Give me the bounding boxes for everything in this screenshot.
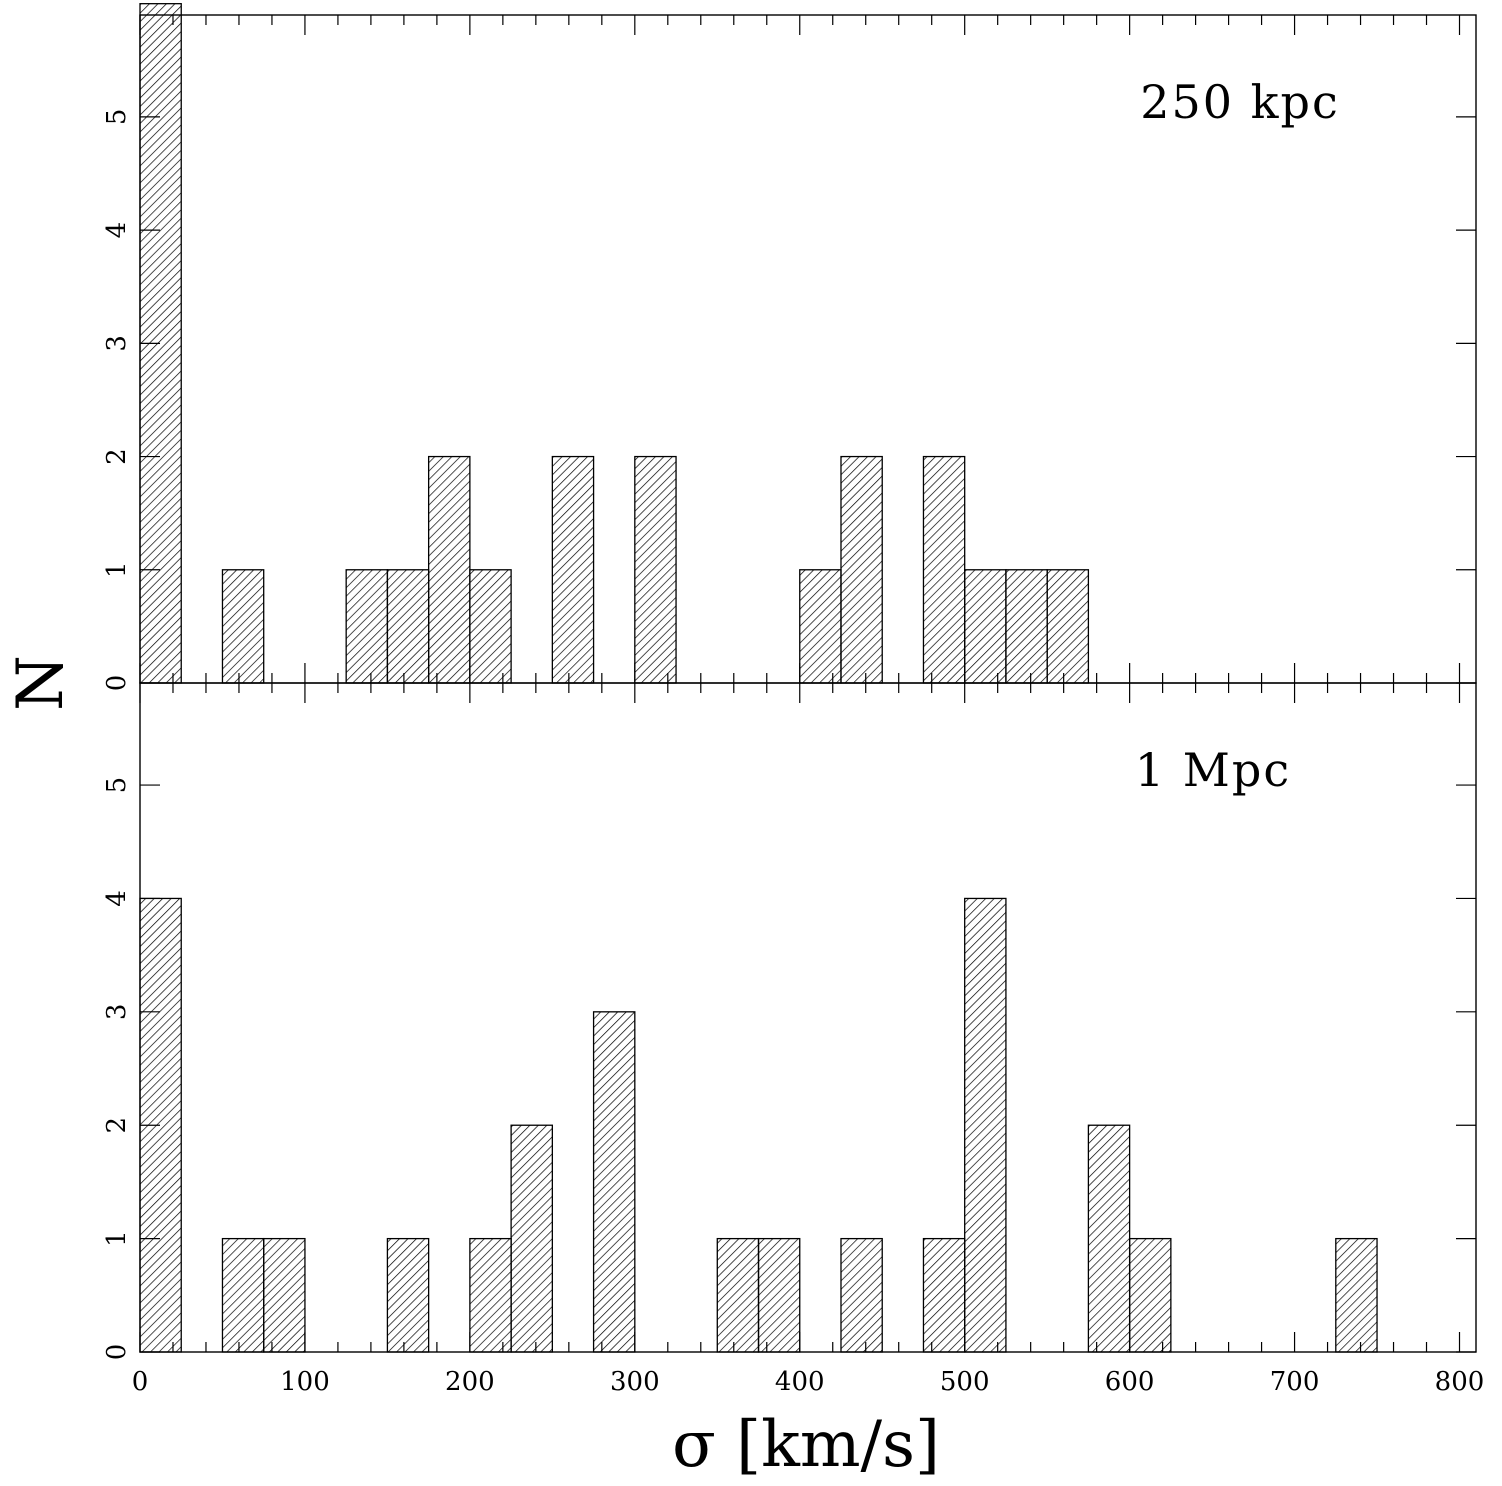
histogram-bar	[716, 1237, 760, 1353]
x-tick-label: 500	[940, 1367, 990, 1397]
histogram-bar	[964, 569, 1007, 684]
histogram-bar	[840, 1237, 883, 1353]
histogram-bar	[345, 569, 389, 684]
histogram-bar	[799, 569, 842, 684]
y-ticks	[140, 784, 1476, 1353]
x-tick-labels: 0 100 200 300 400 500 600 700 800	[132, 1367, 1485, 1397]
histogram-bar	[840, 455, 883, 684]
x-tick-label: 600	[1105, 1367, 1155, 1397]
y-tick-label: 5	[102, 777, 132, 794]
y-tick-label: 3	[102, 335, 132, 352]
y-tick-label: 1	[102, 1230, 132, 1247]
histogram-bar	[263, 1237, 306, 1353]
y-tick-label: 5	[102, 109, 132, 126]
x-tick-label: 800	[1435, 1367, 1485, 1397]
histogram-bars	[139, 897, 1378, 1353]
panel-label: 250 kpc	[1140, 75, 1340, 129]
y-tick-label: 4	[102, 890, 132, 907]
panel-2: 0 1 2 3 4 5 0 100 200 300 400 500 600 700 800 1 Mpc	[102, 682, 1485, 1397]
x-tick-label: 400	[775, 1367, 825, 1397]
panel-1: 0 1 2 3 4 5 250 kpc	[102, 3, 1477, 692]
histogram-bar	[922, 1237, 966, 1353]
x-tick-label: 200	[445, 1367, 495, 1397]
y-tick-label: 1	[102, 562, 132, 579]
histogram-bar	[551, 455, 595, 684]
x-axis-title: σ [km/s]	[672, 1408, 940, 1482]
histogram-bar	[757, 1237, 801, 1353]
y-tick-labels: 0 1 2 3 4 5	[102, 777, 132, 1360]
histogram-bar	[1128, 1237, 1172, 1353]
y-tick-label: 3	[102, 1004, 132, 1021]
histogram-bar	[221, 1237, 265, 1353]
x-tick-label: 700	[1270, 1367, 1320, 1397]
x-ticks	[139, 15, 1461, 683]
histogram-bar	[922, 455, 966, 684]
histogram-bar	[1335, 1237, 1378, 1353]
histogram-bar	[964, 897, 1007, 1353]
histogram-bar	[386, 569, 430, 684]
x-tick-label: 100	[280, 1367, 330, 1397]
panel-label: 1 Mpc	[1135, 743, 1291, 797]
x-tick-label: 300	[610, 1367, 660, 1397]
x-ticks	[139, 683, 1461, 1352]
y-axis-title: N	[4, 655, 78, 711]
histogram-bar	[1046, 569, 1090, 684]
x-tick-label: 0	[132, 1367, 149, 1397]
histogram-bar	[221, 569, 265, 684]
histogram-bar	[634, 455, 677, 684]
y-tick-labels: 0 1 2 3 4 5	[102, 109, 132, 692]
histogram-bar	[1087, 1124, 1131, 1353]
y-tick-label: 4	[102, 222, 132, 239]
y-tick-label: 2	[102, 448, 132, 465]
histogram-bar	[592, 1011, 636, 1353]
histogram-bars	[139, 3, 1090, 684]
y-tick-label: 0	[102, 1344, 132, 1361]
y-tick-label: 2	[102, 1117, 132, 1134]
histogram-bar	[469, 1237, 512, 1353]
histogram-bar	[469, 569, 512, 684]
histogram-bar	[1005, 569, 1048, 684]
histogram-bar	[510, 1124, 553, 1353]
histogram-bar	[386, 1237, 430, 1353]
y-tick-label: 0	[102, 675, 132, 692]
histogram-bar	[427, 455, 471, 684]
panel-frame	[139, 682, 1477, 1353]
